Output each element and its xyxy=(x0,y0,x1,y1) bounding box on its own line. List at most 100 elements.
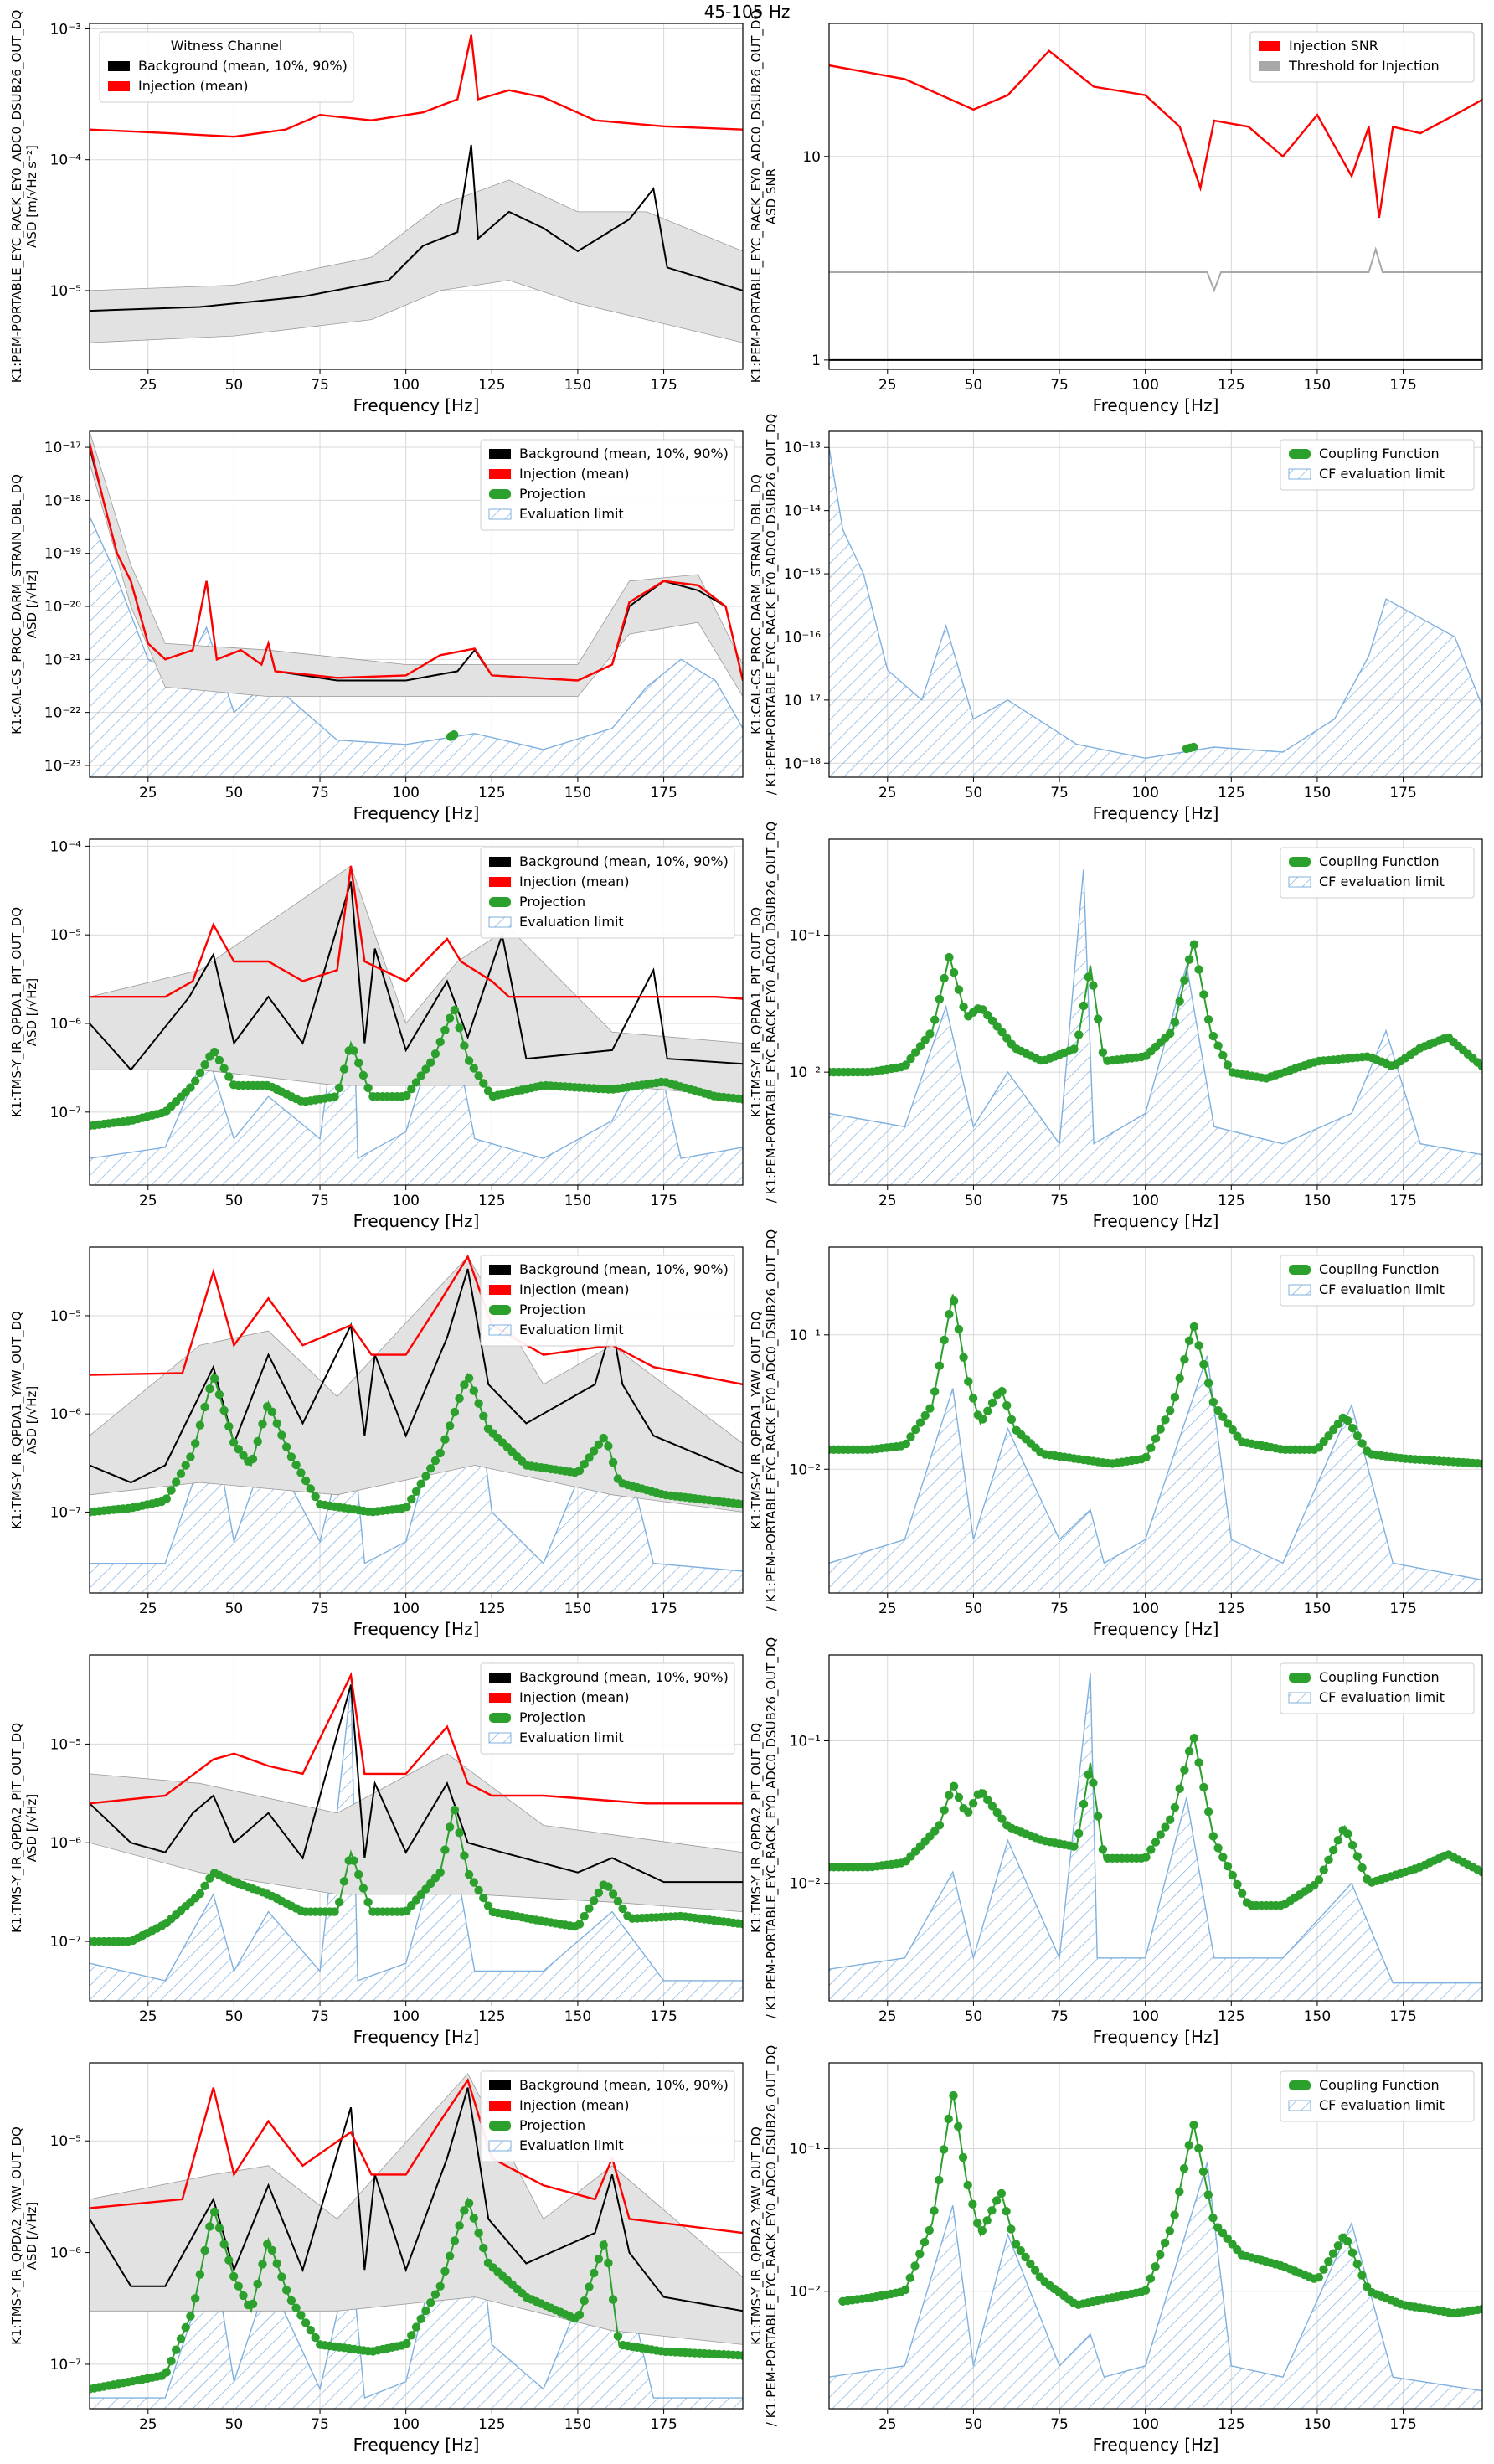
legend-item: Projection xyxy=(489,894,585,910)
projection-point xyxy=(1002,1400,1012,1410)
x-tick-label: 175 xyxy=(650,2008,677,2025)
legend-item: Evaluation limit xyxy=(488,914,624,930)
projection-point xyxy=(349,1046,358,1055)
projection-point xyxy=(1199,990,1208,999)
projection-point xyxy=(1208,1031,1218,1041)
projection-point xyxy=(585,1904,594,1913)
legend-box xyxy=(1280,1662,1475,1714)
projection-point xyxy=(590,2268,599,2278)
legend-swatch xyxy=(108,81,130,91)
projection-point xyxy=(426,1058,435,1067)
legend-label: Injection SNR xyxy=(1289,38,1378,54)
legend-label: CF evaluation limit xyxy=(1319,1281,1445,1297)
projection-point xyxy=(968,1394,978,1403)
projection-point xyxy=(186,2312,195,2321)
evaluation-limit-area xyxy=(829,869,1482,1185)
projection-point xyxy=(330,1092,339,1101)
projection-point xyxy=(1198,2167,1208,2176)
projection-point xyxy=(421,1064,430,1074)
legend-label: CF evaluation limit xyxy=(1319,1689,1445,1705)
legend-item: Evaluation limit xyxy=(488,1322,624,1338)
projection-point xyxy=(1194,965,1203,974)
projection-point xyxy=(585,2282,594,2291)
projection-point xyxy=(272,2259,281,2268)
x-tick-label: 150 xyxy=(564,1193,591,1209)
y-tick-label: 10⁻⁴ xyxy=(50,838,82,855)
projection-point xyxy=(738,2351,743,2360)
projection-point xyxy=(162,1494,171,1503)
x-tick-label: 175 xyxy=(650,785,677,802)
evaluation-limit-area xyxy=(90,2121,743,2409)
legend-swatch xyxy=(1288,876,1311,888)
projection-point xyxy=(416,2314,425,2323)
legend-label: Projection xyxy=(519,1709,585,1725)
y-tick-label: 10⁻⁵ xyxy=(50,2133,81,2150)
evaluation-limit-line xyxy=(829,869,1482,1156)
y-axis-label-line2: ASD [/√Hz] xyxy=(24,1386,39,1455)
projection-point xyxy=(358,1070,368,1080)
projection-point xyxy=(253,1436,262,1446)
projection-point xyxy=(172,1477,181,1487)
y-tick-label: 10⁻¹⁴ xyxy=(784,503,821,520)
y-axis-label: K1:CAL-CS_PROC_DARM_STRAIN_DBL_DQ ASD [/√… xyxy=(9,474,39,735)
projection-point xyxy=(982,2216,992,2225)
legend-swatch xyxy=(488,1732,512,1744)
x-tick-label: 75 xyxy=(311,2416,329,2433)
projection-point xyxy=(1098,1845,1108,1854)
chart-panel-p7: 25 50 75 100 125 150 175 10⁻⁷ 10⁻⁶ 10⁻⁵ Frequency … xyxy=(9,1246,744,1639)
legend-swatch xyxy=(1289,449,1311,459)
projection-point xyxy=(1319,1437,1328,1446)
y-axis-label: K1:TMS-Y_IR_QPDA2_PIT_OUT_DQ ASD [/√Hz] xyxy=(9,1723,39,1933)
legend-label: CF evaluation limit xyxy=(1319,2097,1445,2113)
legend-label: CF evaluation limit xyxy=(1319,874,1445,889)
projection-point xyxy=(594,1888,604,1898)
projection-point xyxy=(479,1079,488,1088)
x-tick-label: 75 xyxy=(1050,1601,1069,1617)
y-axis-label: K1:TMS-Y_IR_QPDA2_YAW_OUT_DQ ASD [/√Hz] xyxy=(9,2126,39,2345)
projection-point xyxy=(997,1387,1007,1396)
x-tick-label: 25 xyxy=(139,377,157,394)
projection-point xyxy=(1319,1865,1328,1874)
projection-point xyxy=(421,1472,430,1481)
projection-point xyxy=(992,1807,1002,1817)
projection-point xyxy=(1357,1863,1367,1873)
projection-point xyxy=(1203,1015,1213,1024)
projection-point xyxy=(1151,1434,1161,1443)
projection-point xyxy=(229,1438,239,1447)
plot-area xyxy=(90,34,743,343)
x-tick-label: 125 xyxy=(1218,2008,1244,2025)
projection-point xyxy=(1343,1416,1352,1425)
x-tick-label: 175 xyxy=(650,1601,677,1617)
y-axis-label-line1: K1:TMS-Y_IR_QPDA2_PIT_OUT_DQ xyxy=(749,1723,765,1933)
projection-point xyxy=(1069,1842,1079,1851)
projection-point xyxy=(306,2326,315,2335)
y-axis-label-line2: ASD [/√Hz] xyxy=(24,978,39,1047)
projection-point xyxy=(219,2240,229,2249)
x-tick-label: 100 xyxy=(1131,2008,1158,2025)
y-axis-label-line1: K1:TMS-Y_IR_QPDA1_YAW_OUT_DQ xyxy=(9,1311,25,1529)
projection-point xyxy=(935,994,945,1004)
x-tick-label: 50 xyxy=(225,785,244,802)
projection-point xyxy=(224,1422,234,1431)
y-axis-label-line2: / K1:PEM-PORTABLE_EYC_RACK_EY0_ADC0_DSUB… xyxy=(764,1637,780,2018)
x-tick-label: 150 xyxy=(1304,785,1331,802)
evaluation-limit-area xyxy=(829,1355,1482,1593)
projection-point xyxy=(1228,1870,1238,1880)
projection-point xyxy=(445,1421,455,1430)
projection-point xyxy=(1151,1838,1161,1847)
projection-point xyxy=(1208,2214,1218,2223)
y-tick-label: 10⁻¹⁷ xyxy=(44,440,81,456)
plot-frame xyxy=(89,838,744,1186)
injection-line xyxy=(90,34,743,138)
projection-point xyxy=(263,2240,272,2249)
plot-frame xyxy=(828,838,1483,1186)
projection-point xyxy=(301,2318,311,2327)
projection-point xyxy=(920,1035,930,1045)
projection-point xyxy=(1021,2252,1030,2262)
y-axis-label: K1:PEM-PORTABLE_EYC_RACK_EY0_ADC0_DSUB26… xyxy=(9,10,39,384)
projection-point xyxy=(402,1090,411,1101)
projection-point xyxy=(968,2199,977,2209)
legend-item: Threshold for Injection xyxy=(1259,58,1440,74)
projection-point xyxy=(1189,1734,1199,1743)
projection-point xyxy=(1314,1443,1324,1452)
